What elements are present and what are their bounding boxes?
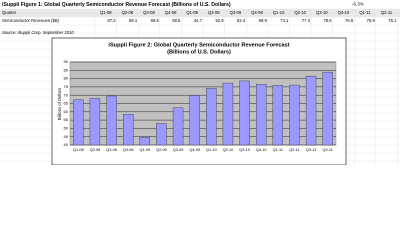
quarter-header: Q1-10 [273,10,285,15]
bar [106,95,117,146]
quarter-header: Q1-09 [186,10,198,15]
y-tick-label: 50 [64,125,69,130]
row-label: Semiconductor Revenues ($B) [2,18,60,23]
bar [256,84,267,146]
header-label: Quarter [2,10,17,15]
quarter-header: Q4-10 [338,10,350,15]
quarter-header: Q2-09 [208,10,220,15]
x-tick-label: Q4-10 [256,148,267,152]
bar [305,75,317,146]
revenue-cell: 69.5 [151,18,160,23]
bar [322,71,333,146]
x-tick-label: Q3-10 [239,148,250,152]
quarter-header: Q2-11 [381,10,393,15]
y-tick-label: 75 [64,84,69,89]
x-tick-label: Q4-09 [189,148,200,152]
chart-title: iSuppli Figure 2: Global Quarterly Semic… [108,42,289,48]
bar [156,123,167,146]
bar [139,136,150,146]
chart-subtitle: (Billions of U.S. Dollars) [167,49,231,55]
x-tick-label: Q1-10 [206,148,217,152]
y-tick-label: 80 [64,76,69,81]
bar [272,85,284,146]
quarter-header: Q4-09 [251,10,263,15]
y-tick-label: 85 [64,67,69,72]
revenue-cell: 67.2 [107,18,116,23]
y-tick-label: 40 [64,142,69,147]
y-tick-label: 90 [64,59,69,64]
x-tick-label: Q2-10 [223,148,234,152]
bar [172,107,184,146]
bar [222,82,234,146]
revenue-cell: 52.9 [215,18,224,23]
x-tick-label: Q4-08 [123,148,134,152]
revenue-cell: 76.1 [388,18,397,23]
y-axis-label: Billions of Dollars [57,88,62,120]
quarter-header: Q2-08 [122,10,134,15]
chart: iSuppli Figure 2: Global Quarterly Semic… [51,37,347,166]
spreadsheet: iSuppli Figure 1: Global Quarterly Semic… [0,2,400,166]
revenue-cell: 78.6 [323,18,332,23]
y-tick-label: 60 [64,109,69,114]
revenue-cell: 74.1 [280,18,289,23]
quarter-header: Q4-08 [165,10,177,15]
x-tick-label: Q3-09 [173,148,184,152]
bar [206,88,217,146]
x-tick-label: Q2-11 [289,148,299,152]
change: -6.3% [352,2,364,7]
x-tick-label: Q1-08 [73,148,84,152]
bar [239,80,250,146]
y-tick-label: 70 [64,92,69,97]
y-tick-label: 55 [64,117,69,122]
header-band [0,9,400,17]
x-tick-label: Q3-11 [306,148,316,152]
x-tick-label: Q1-09 [140,148,151,152]
quarter-header: Q3-10 [316,10,328,15]
revenue-cell: 69.9 [259,18,268,23]
revenue-cell: 75.9 [367,18,376,23]
quarter-header: Q3-08 [143,10,155,15]
source: Source: iSuppli Corp. September 2010 [2,30,74,35]
bar [73,99,84,146]
y-tick-label: 65 [64,101,69,106]
x-tick-label: Q4-11 [323,148,333,152]
quarter-header: Q3-09 [230,10,242,15]
bar [289,84,300,146]
quarter-header: Q1-11 [359,10,371,15]
x-tick-label: Q2-08 [90,148,101,152]
sheet-title: iSuppli Figure 1: Global Quarterly Semic… [2,2,231,8]
bar [89,98,101,146]
x-tick-label: Q2-09 [156,148,167,152]
revenue-cell: 77.3 [302,18,311,23]
revenue-cell: 62.4 [237,18,246,23]
revenue-cell: 58.5 [172,18,181,23]
revenue-cell: 44.7 [194,18,203,23]
revenue-cell: 68.1 [129,18,138,23]
y-tick-label: 45 [64,134,69,139]
x-tick-label: Q3-08 [106,148,117,152]
bar [122,114,134,146]
bar [189,95,200,146]
quarter-header: Q1-08 [100,10,112,15]
x-tick-label: Q1-11 [273,148,283,152]
revenue-cell: 76.6 [345,18,354,23]
quarter-header: Q2-10 [294,10,306,15]
